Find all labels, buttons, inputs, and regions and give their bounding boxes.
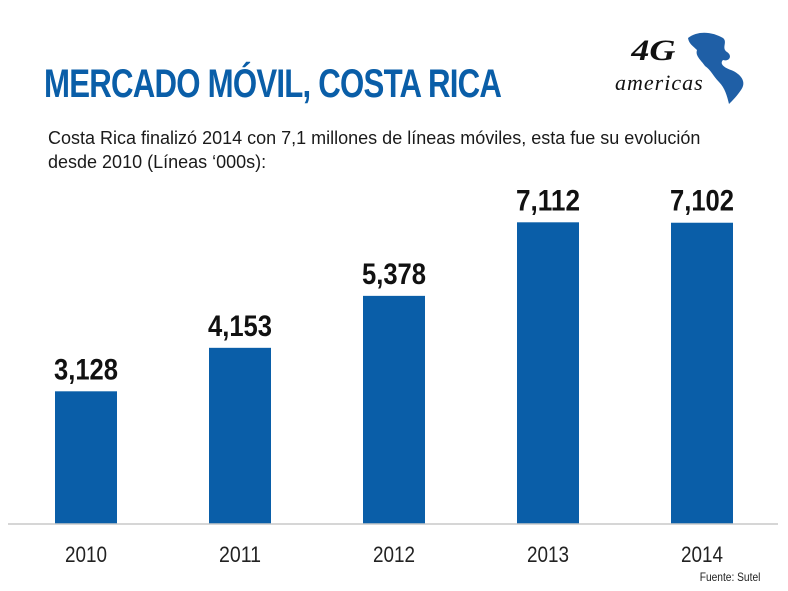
chart-subtitle: Costa Rica finalizó 2014 con 7,1 millone… [48, 128, 701, 172]
x-tick-label-2014: 2014 [681, 542, 723, 567]
chart-title: MERCADO MÓVIL, COSTA RICA [44, 62, 502, 106]
value-label-2011: 4,153 [208, 310, 272, 343]
x-tick-label-2012: 2012 [373, 542, 415, 567]
americas-map-icon [688, 32, 744, 104]
bar-2012 [363, 295, 425, 524]
x-tick-label-2010: 2010 [65, 542, 107, 567]
bar-2013 [517, 222, 579, 524]
source-note: Fuente: Sutel [699, 570, 760, 584]
logo-americas-text: americas [615, 70, 704, 95]
value-label-2012: 5,378 [362, 258, 426, 291]
x-tick-label-2013: 2013 [527, 542, 569, 567]
value-label-2014: 7,102 [670, 185, 734, 218]
bar-2011 [209, 347, 271, 524]
value-label-2013: 7,112 [516, 184, 580, 217]
bar-2014 [671, 222, 733, 524]
4g-americas-logo: 4G americas [605, 30, 755, 105]
logo-4g-text: 4G [631, 34, 676, 67]
x-tick-label-2011: 2011 [219, 542, 261, 567]
bar-2010 [55, 391, 117, 524]
value-label-2010: 3,128 [54, 353, 118, 386]
